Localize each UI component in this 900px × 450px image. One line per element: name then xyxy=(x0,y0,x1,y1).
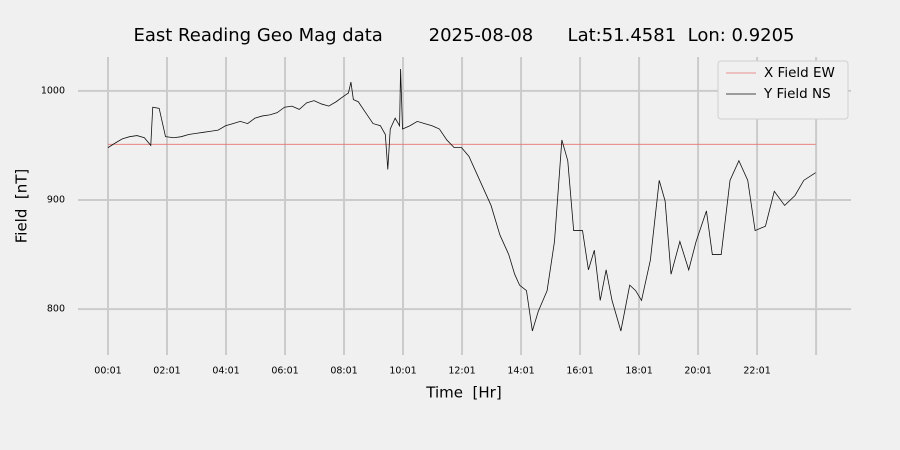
x-tick-label: 16:01 xyxy=(566,366,593,377)
series-line xyxy=(107,68,816,332)
x-tick-label: 00:01 xyxy=(94,366,121,377)
x-tick-label: 18:01 xyxy=(625,366,652,377)
y-axis-label: Field [nT] xyxy=(13,169,31,244)
x-tick-label: 06:01 xyxy=(271,366,298,377)
y-tick-label: 1000 xyxy=(41,85,65,96)
x-tick-label: 02:01 xyxy=(153,366,180,377)
y-tick-label: 800 xyxy=(47,304,65,315)
chart-title: East Reading Geo Mag data 2025-08-08 Lat… xyxy=(133,25,794,46)
legend-box xyxy=(717,60,849,120)
y-tick-label: 900 xyxy=(47,194,65,205)
x-axis-label: Time [Hr] xyxy=(425,384,501,402)
x-tick-label: 08:01 xyxy=(330,366,357,377)
legend-label: X Field EW xyxy=(764,65,835,81)
legend-label: Y Field NS xyxy=(763,86,831,102)
x-tick-label: 14:01 xyxy=(507,366,534,377)
x-tick-label: 04:01 xyxy=(212,366,239,377)
x-tick-label: 10:01 xyxy=(389,366,416,377)
x-tick-label: 12:01 xyxy=(448,366,475,377)
x-tick-label: 20:01 xyxy=(684,366,711,377)
x-tick-label: 22:01 xyxy=(743,366,770,377)
grid xyxy=(78,57,851,355)
